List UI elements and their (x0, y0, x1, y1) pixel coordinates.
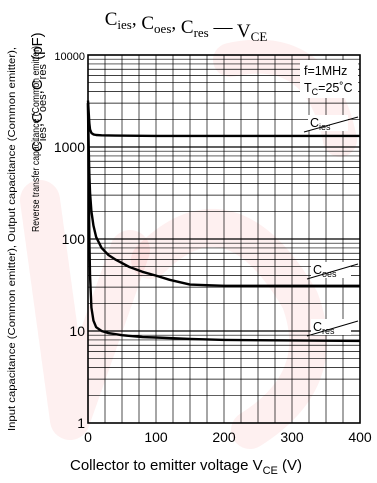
y-tick-label: 10 (69, 323, 85, 339)
title-separator: , (171, 13, 181, 34)
series-label-sub: res (322, 326, 335, 336)
series-label-oes: Coes (313, 263, 337, 279)
series-label-res: Cres (313, 320, 335, 336)
watermark-stroke (20, 180, 150, 440)
y-tick-label: 100 (62, 231, 86, 247)
x-tick-label: 0 (84, 429, 92, 445)
series-label-sub: oes (322, 269, 337, 279)
y-symbol: ,C (29, 112, 46, 127)
series-label-leader (303, 116, 359, 133)
y-axis-label: Input capacitance (Common emitter), Outp… (6, 32, 49, 431)
series-label-sub: ies (319, 122, 331, 132)
y-label-line2: Reverse transfer capacitance (Common emi… (30, 46, 42, 232)
plot-frame (87, 54, 361, 424)
condition-temp-rest: =25˚C (318, 81, 352, 95)
title-subscript: CE (251, 29, 268, 44)
title-part: V (237, 21, 251, 42)
title-part: C (105, 9, 118, 30)
series-label-base: C (310, 116, 319, 130)
condition-temp-base: T (304, 81, 312, 95)
series-label-leader (306, 263, 359, 280)
title-part: C (141, 13, 154, 34)
title-subscript: ies (117, 17, 131, 32)
title-separator: , (132, 9, 142, 30)
y-symbol: C (29, 141, 46, 152)
title-subscript: oes (154, 21, 171, 36)
conditions-box (300, 60, 358, 98)
series-label-bg (308, 115, 348, 131)
y-symbol-sub: oes (37, 94, 49, 112)
condition-temperature: TC=25˚C (304, 81, 353, 97)
x-label-symbol: V (253, 457, 263, 474)
series-label-bg (311, 319, 351, 335)
x-label-text: Collector to emitter voltage (70, 457, 253, 474)
series-label-base: C (313, 263, 322, 277)
series-label-leader (306, 320, 359, 337)
x-axis-label: Collector to emitter voltage VCE (V) (70, 457, 302, 477)
condition-frequency: f=1MHz (304, 64, 347, 78)
series-label-base: C (313, 320, 322, 334)
series-line-res (86, 103, 361, 343)
y-symbol-sub: res (37, 64, 49, 80)
y-symbol: ,C (29, 79, 46, 94)
watermark-stroke (131, 209, 328, 449)
series-label-ies: Cies (310, 116, 331, 132)
y-unit: (pF) (29, 32, 46, 64)
chart-title: Cies, Coes, Cres — VCE (105, 9, 268, 44)
x-label-symbol-sub: CE (263, 465, 278, 477)
x-tick-label: 300 (280, 429, 304, 445)
series-label-bg (311, 262, 351, 278)
x-tick-label: 100 (144, 429, 168, 445)
title-separator: — (209, 17, 237, 38)
condition-temp-sub: C (312, 87, 319, 97)
title-subscript: res (194, 25, 209, 40)
x-tick-label: 200 (212, 429, 236, 445)
x-tick-label: 400 (348, 429, 372, 445)
y-symbol-sub: ies (37, 127, 49, 142)
tick-labels: 0 100 200 300 400 1 10 100 1000 10000 (54, 51, 372, 445)
y-label-symbols: Cies,Coes,Cres (pF) (29, 32, 49, 152)
y-tick-label: 1000 (54, 139, 85, 155)
series-group (86, 100, 361, 343)
title-part: C (181, 17, 194, 38)
y-tick-label: 10000 (54, 51, 85, 63)
y-tick-label: 1 (77, 415, 85, 431)
y-label-line1: Input capacitance (Common emitter), Outp… (6, 47, 18, 431)
x-label-unit: (V) (278, 457, 302, 474)
